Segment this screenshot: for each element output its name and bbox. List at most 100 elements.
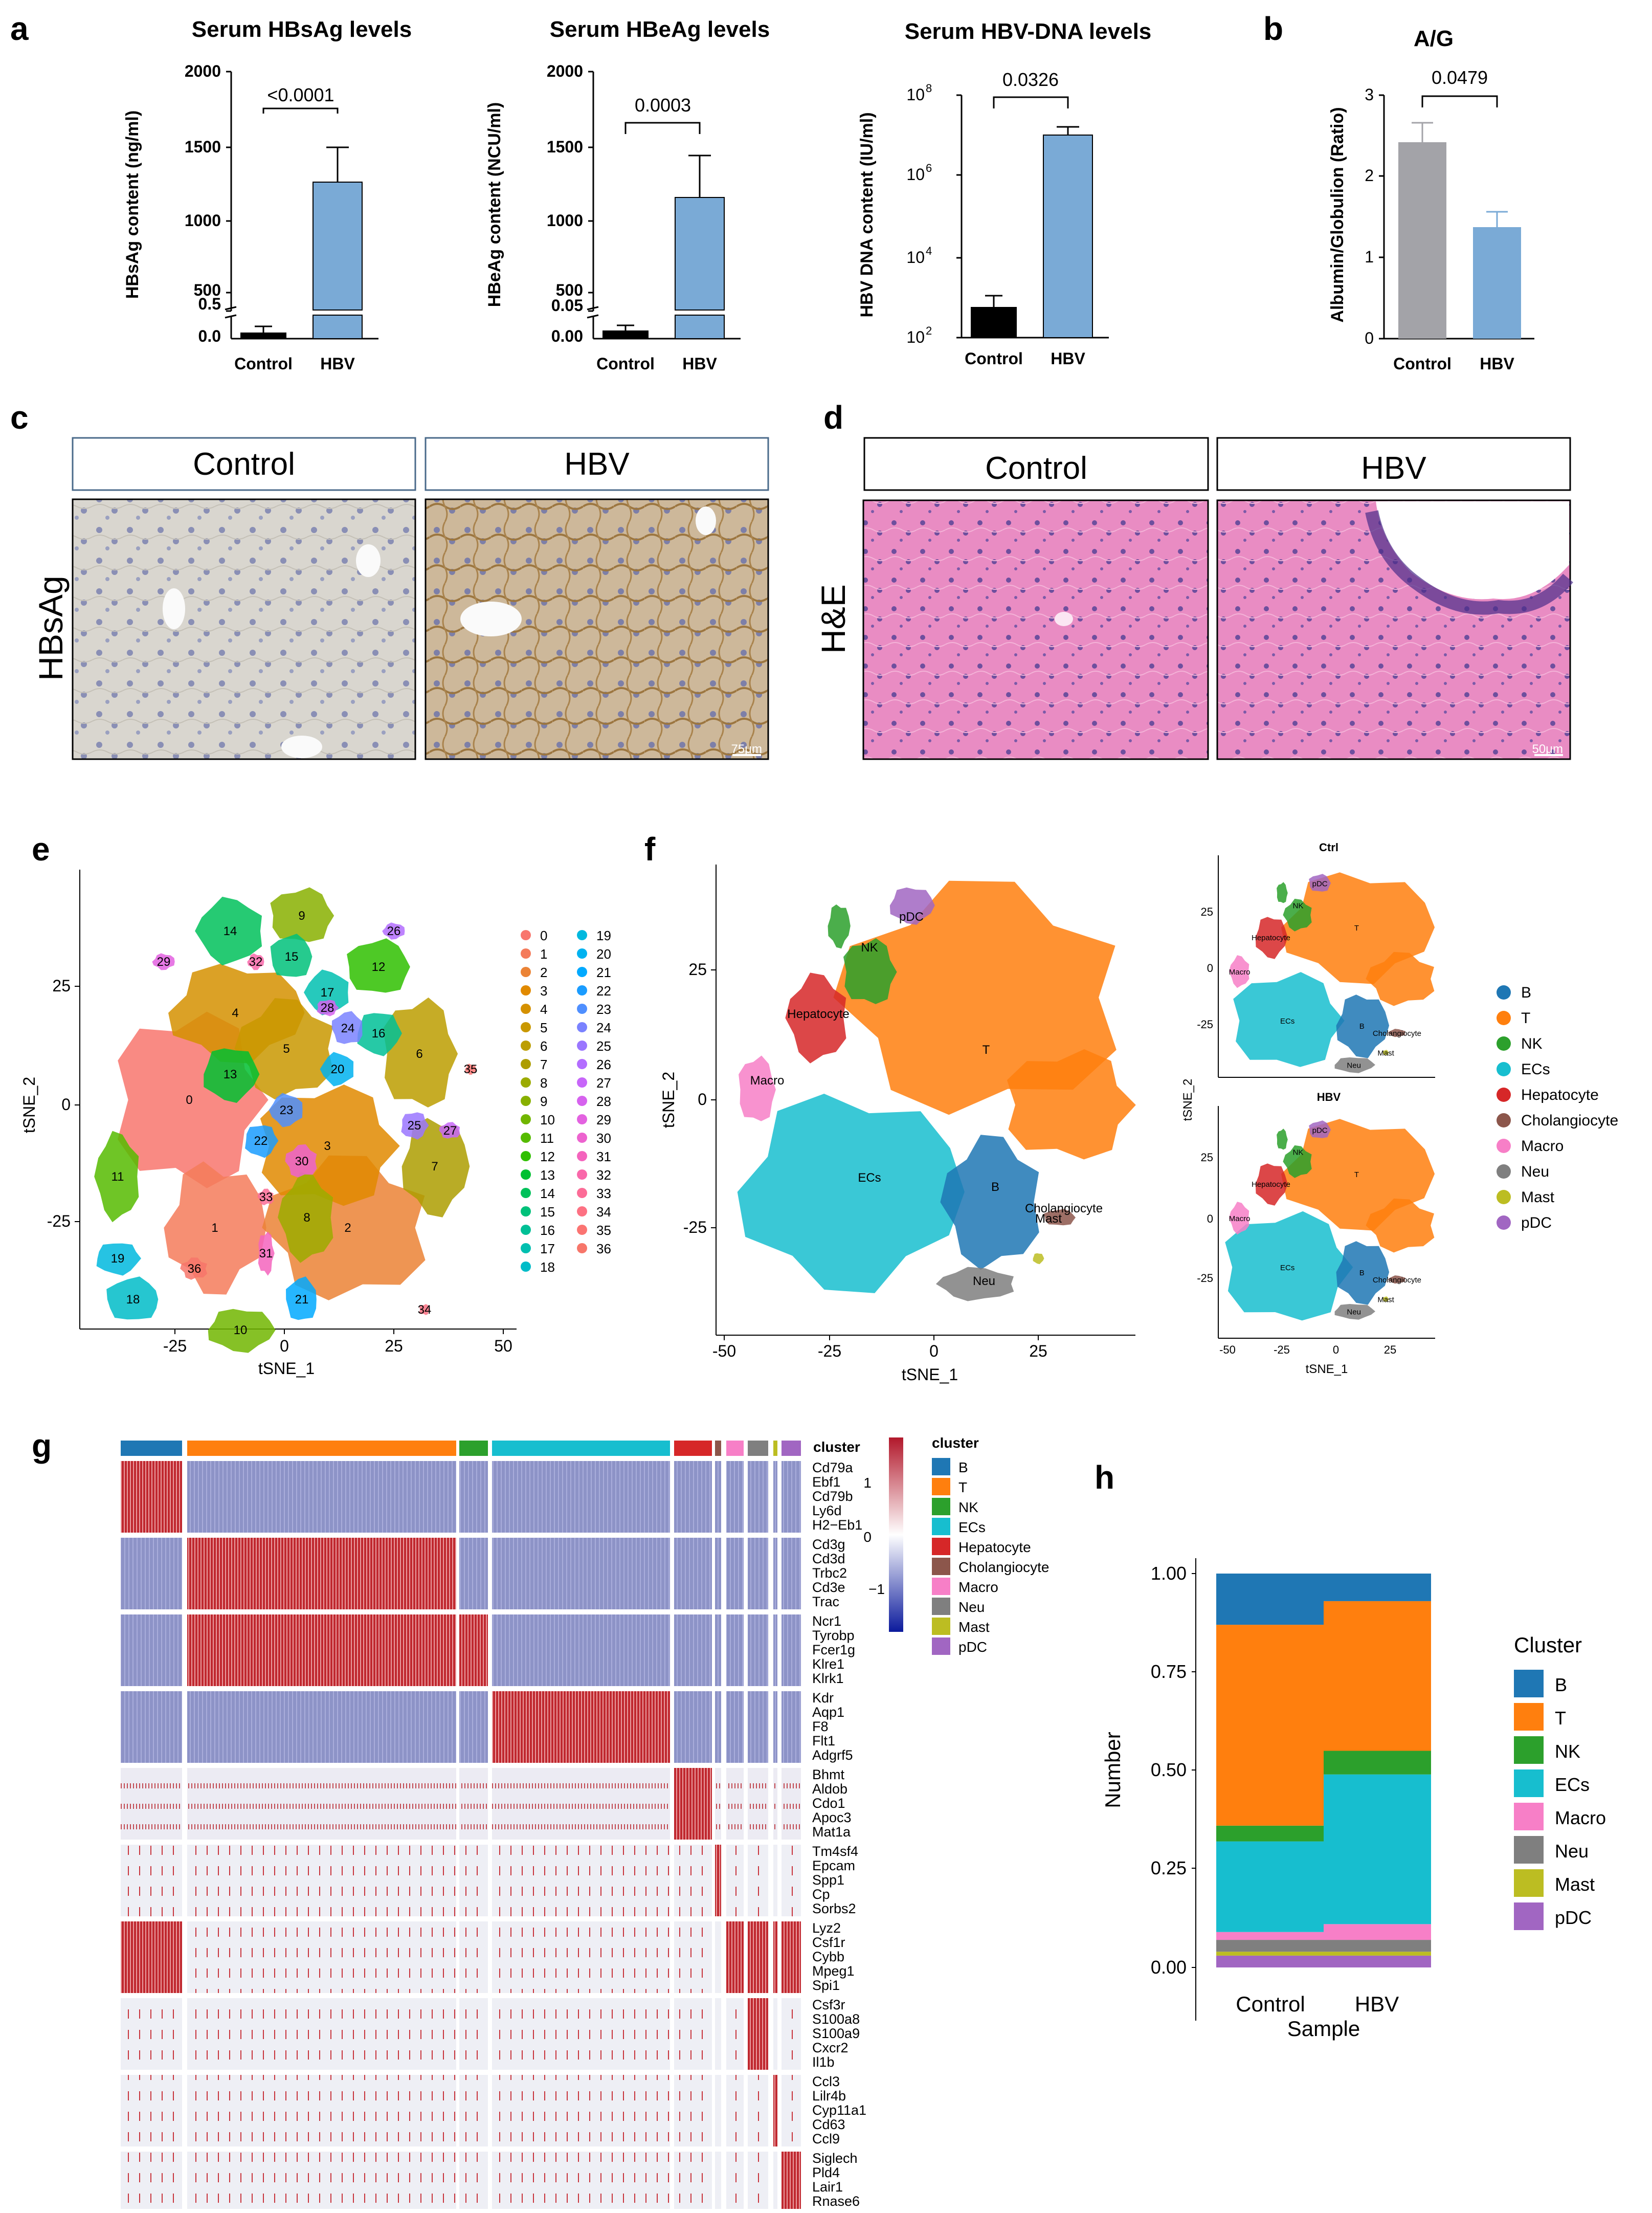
gene-label: Aldob xyxy=(812,1781,847,1797)
heatmap-block xyxy=(782,1921,801,1993)
celltype-label: Hepatocyte xyxy=(1252,934,1290,942)
legend-label: 32 xyxy=(596,1167,611,1183)
cluster-label: 30 xyxy=(295,1155,309,1168)
x-tick: HBV xyxy=(1480,355,1514,373)
y-tick: -25 xyxy=(1197,1272,1213,1285)
celltype-region xyxy=(1255,917,1288,959)
gene-label: Ebf1 xyxy=(812,1474,841,1490)
celltype-region xyxy=(1336,1241,1390,1305)
heatmap-block xyxy=(715,1921,721,1993)
cluster-region xyxy=(304,969,349,1015)
legend-label: ECs xyxy=(1521,1061,1550,1078)
celltype-label: Hepatocyte xyxy=(787,1007,849,1021)
legend-swatch xyxy=(521,1022,531,1032)
x-tick: -50 xyxy=(712,1342,736,1360)
chart-title: Serum HBeAg levels xyxy=(550,17,770,42)
celltype-region xyxy=(1233,972,1345,1067)
y-tick-1e6: 10 6 xyxy=(906,162,962,184)
heatmap-block xyxy=(748,1768,768,1840)
cluster-region xyxy=(320,1052,354,1087)
celltype-legend: BT NK ECs Hepatocyte Cholangiocyte Macro Neu Ma… xyxy=(1497,984,1618,1231)
y-tick: -25 xyxy=(683,1218,707,1236)
legend-swatch xyxy=(1514,1803,1544,1830)
legend-label: NK xyxy=(1555,1741,1580,1762)
stacked-segment-Macro xyxy=(1216,1932,1324,1940)
celltype-label: Neu xyxy=(1347,1308,1361,1317)
legend-label: Mast xyxy=(1555,1874,1595,1895)
legend-label: 14 xyxy=(540,1186,555,1201)
legend-swatch xyxy=(577,1206,587,1216)
y-axis-label: Albumin/Globulion (Ratio) xyxy=(1328,107,1347,322)
legend-swatch xyxy=(1514,1670,1544,1697)
cluster-label: 26 xyxy=(387,924,401,938)
small-plot-title: HBV xyxy=(1317,1091,1341,1103)
y-tick: 0 xyxy=(698,1090,707,1109)
y-axis-label: tSNE_2 xyxy=(1181,1079,1195,1121)
annotation-segment xyxy=(715,1441,721,1456)
y-tick: 0 xyxy=(61,1095,71,1114)
celltype-label: Cholangiocyte xyxy=(1373,1029,1421,1038)
legend-swatch xyxy=(521,1262,531,1272)
celltype-label: Macro xyxy=(1229,1214,1251,1223)
heatmap-block xyxy=(459,2152,488,2209)
cluster-label: 20 xyxy=(331,1063,345,1076)
cluster-region xyxy=(464,1064,477,1075)
heatmap-block xyxy=(459,1461,488,1533)
heatmap-block xyxy=(726,1921,744,1993)
heatmap-block xyxy=(459,1691,488,1763)
heatmap-block xyxy=(748,1998,768,2070)
scale-tick: 1 xyxy=(863,1475,872,1491)
heatmap-block xyxy=(782,1461,801,1533)
y-tick: 25 xyxy=(1201,905,1213,918)
celltype-label: pDC xyxy=(1312,879,1328,888)
cluster-region xyxy=(285,1144,317,1178)
gene-label: Il1b xyxy=(812,2054,835,2070)
heatmap-block xyxy=(187,1921,456,1993)
heatmap-block xyxy=(773,1614,777,1686)
gene-label: S100a8 xyxy=(812,2011,860,2027)
heatmap-block xyxy=(782,1691,801,1763)
gene-label: Csf3r xyxy=(812,1997,845,2012)
heatmap-block xyxy=(187,2152,456,2209)
y-tick: 25 xyxy=(52,977,71,995)
legend-label: 5 xyxy=(540,1020,547,1035)
cluster-label: 18 xyxy=(126,1293,140,1307)
legend-label: 20 xyxy=(596,946,611,962)
heatmap-block xyxy=(492,1845,670,1916)
celltype-label: Mast xyxy=(1377,1296,1394,1304)
legend-swatch xyxy=(1497,1062,1511,1076)
vessel xyxy=(460,602,522,636)
gene-label: Siglech xyxy=(812,2151,858,2166)
heatmap-block xyxy=(187,1538,456,1609)
y-tick: 3 xyxy=(1365,85,1374,104)
legend-label: 19 xyxy=(596,928,611,943)
legend-label: NK xyxy=(1521,1035,1543,1052)
gene-label: Ccl3 xyxy=(812,2074,840,2089)
celltype-label: ECs xyxy=(1280,1017,1294,1026)
legend-swatch xyxy=(932,1518,950,1535)
svg-text:10: 10 xyxy=(906,248,925,267)
gene-label: Cd79b xyxy=(812,1489,853,1504)
y-tick: 500 xyxy=(194,281,221,299)
x-tick: Control xyxy=(596,355,655,373)
legend-label: T xyxy=(1555,1708,1566,1729)
y-axis-label: HBsAg content (ng/ml) xyxy=(123,110,142,299)
annotation-segment xyxy=(187,1441,456,1456)
ihc-control-image xyxy=(72,498,416,760)
y-axis-label: tSNE_2 xyxy=(20,1077,38,1133)
scale-bar-label: 50μm xyxy=(1532,742,1563,756)
bar-control xyxy=(602,330,649,339)
legend-swatch xyxy=(521,930,531,940)
heatmap-block xyxy=(726,1998,744,2070)
cluster-label: 25 xyxy=(408,1119,421,1133)
annotation-segment xyxy=(773,1441,777,1456)
cluster-region xyxy=(94,1131,139,1223)
heatmap-block xyxy=(773,2152,777,2209)
cluster-region xyxy=(347,938,410,993)
svg-text:2: 2 xyxy=(926,324,932,337)
panel-c-histology: Control HBV HBsAg 75μm xyxy=(32,437,769,760)
cluster-label: 7 xyxy=(431,1160,438,1174)
hbv-celltype-regions: pDC NK Hepatocyte Macro T ECs B Cholangiocyte Ma… xyxy=(1225,1119,1435,1321)
gene-label: Cd3e xyxy=(812,1580,845,1595)
